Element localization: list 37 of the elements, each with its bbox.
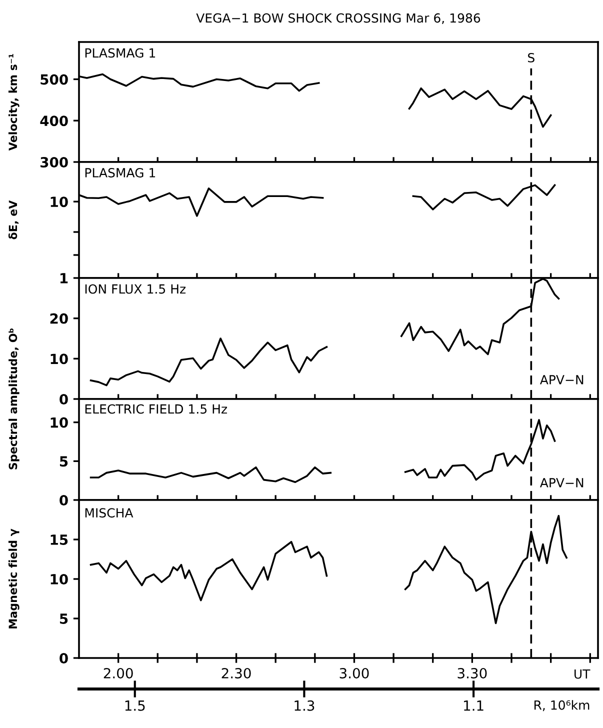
x-axis-title: UT [574, 669, 590, 679]
x2-tick-label: 1.1 [464, 700, 484, 711]
ref-line-label: S [528, 52, 534, 62]
annotation: APV−N [540, 478, 584, 488]
y-tick-label: 300 [40, 156, 68, 168]
annotation: ELECTRIC FIELD 1.5 Hz [85, 404, 227, 414]
y-tick-label: 10 [50, 354, 68, 364]
chart-title: VEGA−1 BOW SHOCK CROSSING Mar 6, 1986 [196, 13, 480, 24]
y-tick-label: 5 [60, 614, 68, 624]
y-tick-label: 10 [50, 574, 68, 584]
y-tick-label: 10 [50, 417, 68, 428]
x-tick-label: 2.00 [104, 668, 133, 678]
x-tick-label: 2.30 [222, 668, 251, 678]
x2-tick-label: 1.5 [125, 700, 145, 711]
y-axis-title: Velocity, km s⁻¹ [8, 54, 20, 151]
y-tick-label: 10 [50, 196, 68, 208]
x-tick-label: 3.00 [340, 668, 369, 678]
annotation: PLASMAG 1 [85, 48, 156, 58]
annotation: PLASMAG 1 [85, 168, 156, 178]
y-tick-label: 400 [40, 116, 68, 126]
y-tick-label: 5 [60, 456, 68, 467]
y-tick-label: 0 [60, 652, 68, 664]
y-tick-label: 0 [60, 394, 68, 404]
y-tick-label: 500 [40, 74, 68, 85]
annotation: MISCHA [85, 508, 134, 518]
y-tick-label: 15 [50, 534, 68, 545]
y-tick-label: 1 [60, 273, 68, 284]
annotation: APV−N [540, 375, 584, 384]
y-axis-title: δE, eV [8, 200, 19, 240]
x2-axis-title: R, 10⁶km [534, 700, 590, 712]
y-tick-label: 0 [60, 494, 68, 506]
annotation: ION FLUX 1.5 Hz [85, 284, 186, 294]
y-axis-title: Spectral amplitude, Oᵇ [8, 328, 20, 470]
x2-tick-label: 1.3 [294, 700, 314, 711]
x-tick-label: 3.30 [458, 668, 487, 678]
y-axis-title: Magnetic field γ [8, 528, 20, 628]
y-tick-label: 20 [50, 313, 68, 324]
